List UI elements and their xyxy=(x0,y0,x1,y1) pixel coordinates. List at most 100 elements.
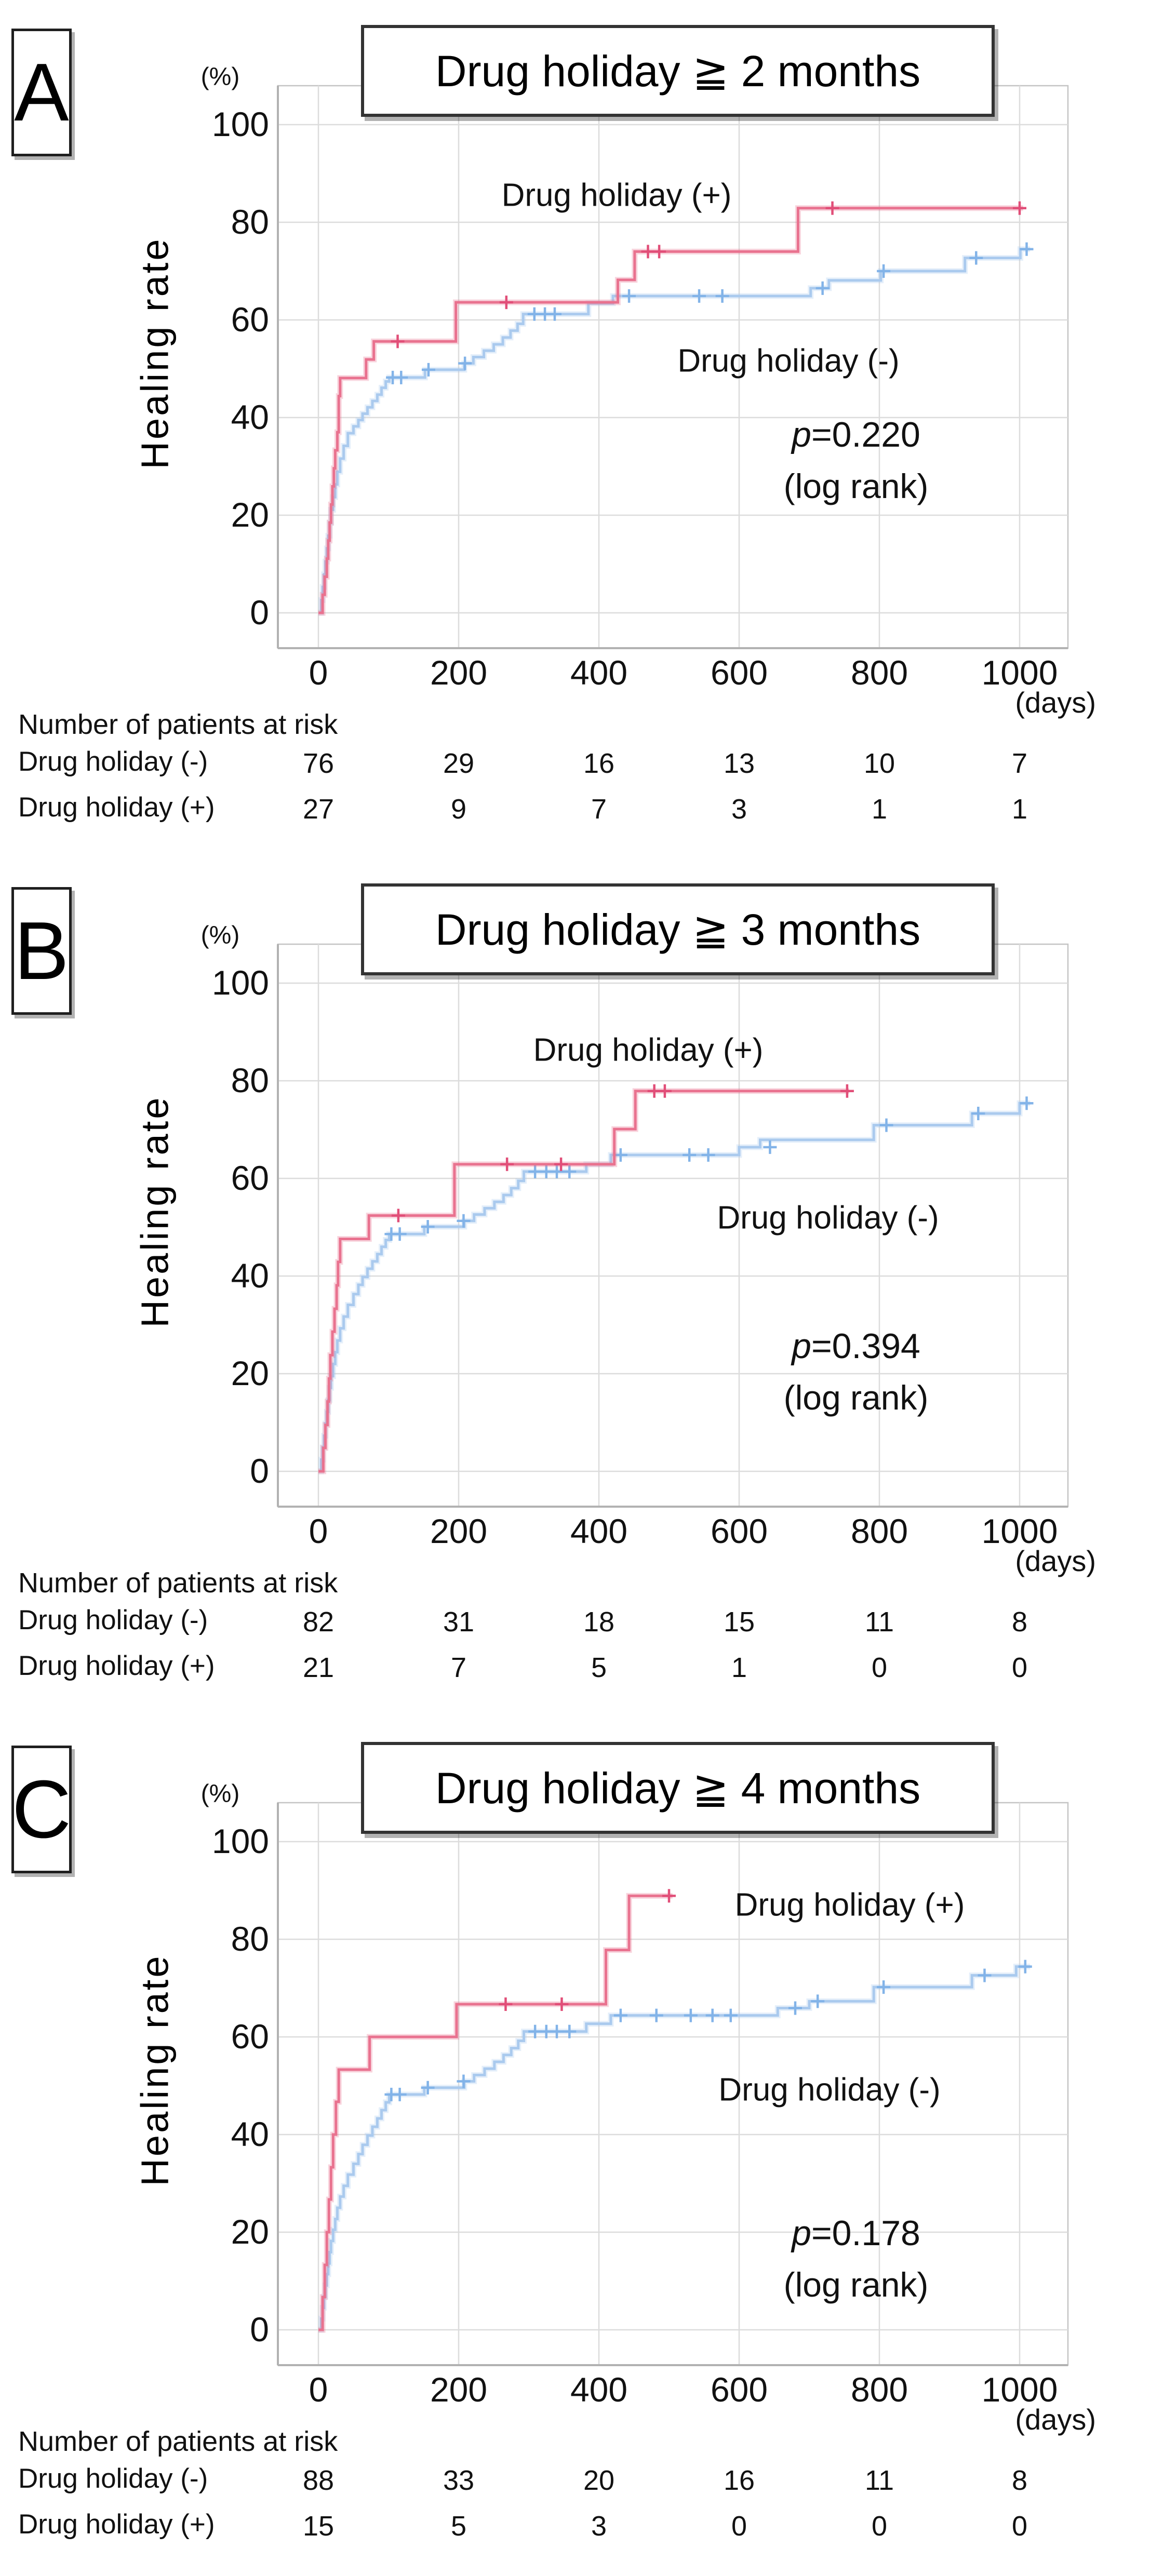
chart-title: Drug holiday ≧ 4 months xyxy=(435,1763,921,1813)
y-tick-label: 60 xyxy=(231,1159,269,1197)
risk-count: 3 xyxy=(591,2511,607,2542)
x-axis-unit: (days) xyxy=(1015,1545,1096,1577)
plot-frame xyxy=(277,943,1069,1508)
p-value-block: p=0.178 (log rank) xyxy=(784,2213,929,2304)
series-label-negative: Drug holiday (-) xyxy=(718,2072,941,2108)
p-method: (log rank) xyxy=(783,1378,929,1417)
y-tick-label: 80 xyxy=(231,1920,269,1958)
y-axis-unit: (%) xyxy=(200,63,240,91)
risk-row-label-positive: Drug holiday (+) xyxy=(18,1651,215,1681)
x-tick-label: 400 xyxy=(570,1512,627,1550)
km-curve-negative xyxy=(318,1965,1031,2331)
risk-count: 16 xyxy=(724,2465,755,2496)
p-value-block: p=0.394 (log rank) xyxy=(784,1326,929,1417)
y-tick-label: 20 xyxy=(231,2212,269,2251)
panel-label-box-b: B xyxy=(11,887,72,1015)
x-tick-label: 200 xyxy=(430,2370,487,2409)
risk-count: 1 xyxy=(872,794,887,825)
x-axis-unit: (days) xyxy=(1015,686,1096,719)
series-label-negative: Drug holiday (-) xyxy=(717,1200,939,1236)
y-axis-title: Healing rate xyxy=(133,1095,177,1328)
risk-count: 33 xyxy=(443,2465,474,2496)
risk-count: 11 xyxy=(865,2465,894,2496)
x-tick-label: 1000 xyxy=(982,2370,1058,2409)
km-curve-positive xyxy=(318,1090,849,1473)
risk-count: 7 xyxy=(451,1652,466,1683)
risk-table-header: Number of patients at risk xyxy=(18,2426,338,2457)
risk-row-label-positive: Drug holiday (+) xyxy=(18,792,215,823)
p-method: (log rank) xyxy=(783,2265,929,2304)
x-tick-label: 600 xyxy=(711,653,768,692)
y-axis-title: Healing rate xyxy=(133,237,177,469)
y-axis-unit: (%) xyxy=(200,921,240,949)
p-value: p=0.178 xyxy=(792,2213,920,2253)
risk-row-label-negative: Drug holiday (-) xyxy=(18,746,208,777)
risk-count: 9 xyxy=(451,794,466,825)
panel-label: C xyxy=(11,1764,72,1855)
risk-count: 8 xyxy=(1012,2465,1027,2496)
x-tick-label: 800 xyxy=(851,2370,908,2409)
y-tick-label: 60 xyxy=(231,300,269,339)
risk-count: 15 xyxy=(724,1606,755,1638)
y-tick-label: 40 xyxy=(231,398,269,436)
risk-count: 0 xyxy=(872,1652,887,1683)
x-tick-label: 1000 xyxy=(982,653,1058,692)
x-tick-label: 0 xyxy=(309,653,328,692)
risk-count: 27 xyxy=(303,794,334,825)
x-tick-label: 400 xyxy=(570,653,627,692)
x-tick-label: 200 xyxy=(430,1512,487,1550)
series-label-positive: Drug holiday (+) xyxy=(533,1032,764,1068)
y-tick-label: 40 xyxy=(231,1256,269,1295)
chart-title-box: Drug holiday ≧ 4 months xyxy=(361,1742,995,1834)
x-tick-label: 600 xyxy=(711,1512,768,1550)
y-tick-label: 0 xyxy=(250,2310,269,2349)
risk-count: 7 xyxy=(1012,748,1027,779)
x-tick-label: 1000 xyxy=(982,1512,1058,1550)
panel-b: 0 20 40 60 80 100 0 200 400 600 800 1000 82 31 18 15 11 8… xyxy=(0,858,1150,1717)
panel-label-box-a: A xyxy=(11,29,72,156)
risk-count: 15 xyxy=(303,2511,334,2542)
risk-count: 0 xyxy=(1012,2511,1027,2542)
risk-count: 31 xyxy=(443,1606,474,1638)
risk-count: 10 xyxy=(864,748,895,779)
risk-count: 8 xyxy=(1012,1606,1027,1638)
risk-count: 7 xyxy=(591,794,607,825)
y-tick-label: 100 xyxy=(212,963,269,1002)
series-label-positive: Drug holiday (+) xyxy=(734,1887,965,1923)
risk-count: 88 xyxy=(303,2465,334,2496)
y-tick-label: 100 xyxy=(212,105,269,143)
panel-label-box-c: C xyxy=(11,1746,72,1873)
y-tick-label: 80 xyxy=(231,1061,269,1099)
risk-row-label-positive: Drug holiday (+) xyxy=(18,2509,215,2540)
p-value: p=0.220 xyxy=(792,415,920,454)
plot-frame xyxy=(277,85,1069,649)
risk-count: 11 xyxy=(865,1606,894,1638)
risk-row-label-negative: Drug holiday (-) xyxy=(18,1605,208,1635)
y-axis-unit: (%) xyxy=(200,1780,240,1808)
panel-label: B xyxy=(14,905,69,997)
risk-row-label-negative: Drug holiday (-) xyxy=(18,2463,208,2494)
p-method: (log rank) xyxy=(783,467,929,505)
risk-count: 16 xyxy=(583,748,614,779)
x-tick-label: 0 xyxy=(309,2370,328,2409)
x-tick-label: 0 xyxy=(309,1512,328,1550)
risk-count: 1 xyxy=(1012,794,1027,825)
y-tick-label: 0 xyxy=(250,593,269,632)
risk-count: 29 xyxy=(443,748,474,779)
x-axis-unit: (days) xyxy=(1015,2403,1096,2436)
y-tick-label: 100 xyxy=(212,1822,269,1860)
risk-table-header: Number of patients at risk xyxy=(18,709,338,740)
risk-count: 0 xyxy=(872,2511,887,2542)
p-value: p=0.394 xyxy=(792,1326,920,1366)
chart-title: Drug holiday ≧ 2 months xyxy=(435,46,921,96)
risk-count: 13 xyxy=(724,748,755,779)
km-curve-glow-positive xyxy=(318,1893,673,2333)
y-tick-label: 0 xyxy=(250,1452,269,1490)
km-curve-negative xyxy=(318,1102,1031,1473)
chart-title-box: Drug holiday ≧ 2 months xyxy=(361,25,995,117)
risk-count: 82 xyxy=(303,1606,334,1638)
y-tick-label: 40 xyxy=(231,2115,269,2153)
panel-c: 0 20 40 60 80 100 0 200 400 600 800 1000 88 33 20 16 11 8… xyxy=(0,1717,1150,2575)
